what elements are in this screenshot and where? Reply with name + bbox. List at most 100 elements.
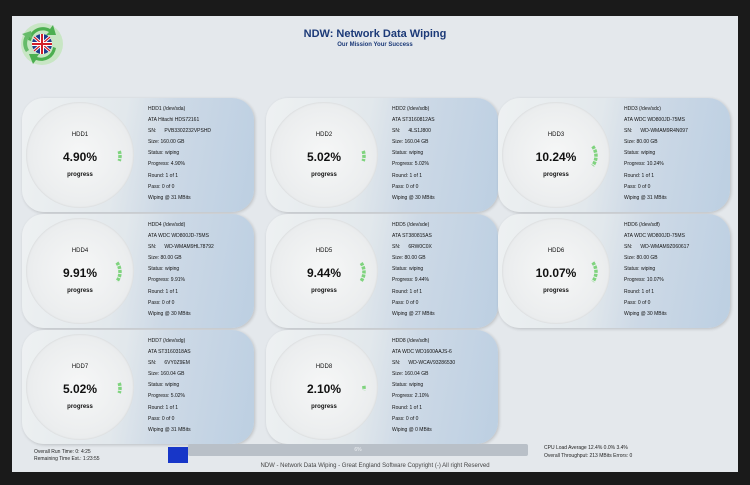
drive-round: Round: 1 of 1 bbox=[392, 171, 496, 182]
drive-panel-hdd6: HDD6 10.07% progress HDD6 (/dev/sdf) ATA WDC… bbox=[498, 214, 730, 328]
size-value: 80.00 GB bbox=[404, 255, 426, 262]
progress-gauge bbox=[270, 102, 378, 208]
size-value: 80.00 GB bbox=[160, 255, 182, 262]
drive-percent: 10.24% bbox=[535, 150, 577, 164]
progress-value: 4.90% bbox=[170, 161, 185, 168]
drive-info: HDD6 (/dev/sdf) ATA WDC WD800JD-75MS SN: WD… bbox=[624, 220, 728, 320]
drive-progress: Progress: 10.07% bbox=[624, 275, 728, 286]
drive-progress: Progress: 5.02% bbox=[148, 391, 252, 402]
drive-round: Round: 1 of 1 bbox=[148, 287, 252, 298]
drive-panel-hdd8: HDD8 2.10% progress HDD8 (/dev/sdh) ATA WDC … bbox=[266, 330, 498, 444]
drive-device: HDD3 (/dev/sdc) bbox=[624, 106, 661, 112]
drive-device: HDD2 (/dev/sdb) bbox=[392, 106, 430, 112]
pass-label: Pass: bbox=[392, 299, 405, 306]
copyright-notice: NDW - Network Data Wiping - Great Englan… bbox=[260, 463, 490, 469]
status-value: wiping bbox=[164, 266, 180, 273]
size-label: Size: bbox=[392, 371, 404, 378]
status-label: Status: bbox=[392, 150, 408, 157]
drive-name: HDD7 bbox=[71, 364, 89, 370]
round-label: Round: bbox=[148, 404, 165, 411]
drive-percent: 10.07% bbox=[535, 266, 577, 280]
drive-round: Round: 1 of 1 bbox=[392, 403, 496, 414]
serial-label: SN: bbox=[148, 244, 157, 251]
drive-model: ATA WDC WD800JD-75MS bbox=[624, 233, 685, 240]
drive-size: Size: 80.00 GB bbox=[624, 253, 728, 264]
progress-value: 5.02% bbox=[414, 161, 429, 168]
drive-percent: 9.44% bbox=[306, 266, 342, 280]
drive-panel-hdd3: HDD3 10.24% progress HDD3 (/dev/sdc) ATA WDC… bbox=[498, 98, 730, 212]
wiping-label: Wiping @ bbox=[624, 194, 646, 201]
progress-arc-fill bbox=[361, 150, 366, 162]
progress-arc-fill bbox=[591, 145, 598, 167]
round-value: 1 of 1 bbox=[409, 172, 423, 179]
status-label: Status: bbox=[392, 266, 408, 273]
round-label: Round: bbox=[624, 172, 641, 179]
status-value: wiping bbox=[640, 150, 656, 157]
progress-value: 9.91% bbox=[170, 277, 185, 284]
drive-serial: SN: WD-WMAM9R4N097 bbox=[624, 126, 728, 137]
wiping-label: Wiping @ bbox=[148, 426, 170, 433]
serial-label: SN: bbox=[624, 128, 633, 135]
round-value: 1 of 1 bbox=[165, 172, 179, 179]
size-label: Size: bbox=[148, 255, 160, 262]
size-value: 80.00 GB bbox=[636, 139, 658, 146]
progress-label: Progress: bbox=[624, 161, 646, 168]
status-value: wiping bbox=[408, 266, 424, 273]
drive-info: HDD4 (/dev/sdd) ATA WDC WD800JD-75MS SN: WD… bbox=[148, 220, 252, 320]
progress-arc-fill bbox=[117, 382, 122, 394]
drive-device: HDD6 (/dev/sdf) bbox=[624, 222, 660, 228]
status-value: wiping bbox=[640, 266, 656, 273]
status-label: Status: bbox=[148, 382, 164, 389]
status-value: wiping bbox=[164, 150, 180, 157]
drive-info: HDD1 (/dev/sda) ATA Hitachi HDS72161 SN: PV… bbox=[148, 104, 252, 204]
drive-model: ATA ST3160318AS bbox=[148, 349, 191, 356]
drive-name: HDD5 bbox=[315, 248, 333, 254]
overall-throughput: Overall Throughput: 213 MBits Errors: 0 bbox=[544, 453, 633, 459]
speed-value: 31 MBits bbox=[171, 194, 191, 201]
pass-value: 0 of 0 bbox=[405, 183, 419, 190]
progress-arc bbox=[591, 261, 598, 283]
drive-status: Status: wiping bbox=[148, 264, 252, 275]
size-value: 160.04 GB bbox=[404, 371, 429, 378]
drive-speed: Wiping @ 30 MBits bbox=[148, 309, 252, 320]
progress-caption: progress bbox=[311, 288, 337, 294]
progress-caption: progress bbox=[543, 172, 569, 178]
serial-value: WD-WCAV93286530 bbox=[408, 360, 456, 367]
drive-progress: Progress: 2.10% bbox=[392, 391, 496, 402]
drive-serial: SN: 6VY0Z9EM bbox=[148, 358, 252, 369]
drive-percent: 5.02% bbox=[306, 150, 342, 164]
progress-caption: progress bbox=[67, 288, 93, 294]
drive-status: Status: wiping bbox=[148, 380, 252, 391]
drive-model: ATA WDC WD800JD-75MS bbox=[624, 117, 685, 124]
drive-percent: 9.91% bbox=[62, 266, 98, 280]
size-label: Size: bbox=[392, 255, 404, 262]
drive-model: ATA ST3160812AS bbox=[392, 117, 435, 124]
drive-serial: SN: WD-WMAM9HL78792 bbox=[148, 242, 252, 253]
app-title: NDW: Network Data Wiping bbox=[303, 28, 447, 40]
serial-label: SN: bbox=[148, 128, 157, 135]
drive-speed: Wiping @ 31 MBits bbox=[624, 193, 728, 204]
status-value: wiping bbox=[164, 382, 180, 389]
pass-label: Pass: bbox=[148, 299, 161, 306]
drive-status: Status: wiping bbox=[624, 148, 728, 159]
speed-value: 31 MBits bbox=[647, 194, 667, 201]
size-label: Size: bbox=[148, 139, 160, 146]
drive-info: HDD7 (/dev/sdg) ATA ST3160318AS SN: 6VY0Z9E… bbox=[148, 336, 252, 436]
progress-value: 2.10% bbox=[414, 393, 429, 400]
drive-panel-hdd5: HDD5 9.44% progress HDD5 (/dev/sde) ATA ST38… bbox=[266, 214, 498, 328]
round-label: Round: bbox=[148, 288, 165, 295]
progress-value: 10.07% bbox=[646, 277, 664, 284]
status-value: wiping bbox=[408, 382, 424, 389]
progress-gauge bbox=[26, 102, 134, 208]
progress-label: Progress: bbox=[148, 393, 170, 400]
status-value: wiping bbox=[408, 150, 424, 157]
round-value: 1 of 1 bbox=[165, 288, 179, 295]
pass-label: Pass: bbox=[148, 415, 161, 422]
progress-gauge bbox=[270, 218, 378, 324]
serial-label: SN: bbox=[392, 244, 401, 251]
drive-model: ATA Hitachi HDS72161 bbox=[148, 117, 200, 124]
drive-speed: Wiping @ 30 MBits bbox=[392, 193, 496, 204]
drive-name: HDD2 bbox=[315, 132, 333, 138]
drive-device: HDD5 (/dev/sde) bbox=[392, 222, 430, 228]
drive-round: Round: 1 of 1 bbox=[624, 287, 728, 298]
